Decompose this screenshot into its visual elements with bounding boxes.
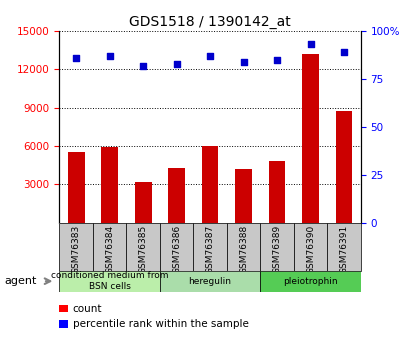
Point [173, 61, 180, 66]
Bar [335, 111, 352, 223]
Text: count: count [72, 304, 102, 314]
Bar [226, 223, 260, 271]
Bar [293, 223, 326, 271]
Bar [160, 223, 193, 271]
Text: GSM76389: GSM76389 [272, 225, 281, 274]
Text: GSM76390: GSM76390 [306, 225, 314, 274]
Bar [59, 223, 93, 271]
Point [207, 53, 213, 59]
Text: conditioned medium from
BSN cells: conditioned medium from BSN cells [51, 272, 168, 291]
Bar [235, 169, 252, 223]
Bar [93, 223, 126, 271]
Point [307, 42, 313, 47]
Text: GSM76383: GSM76383 [72, 225, 81, 274]
Bar [101, 147, 118, 223]
Text: GSM76385: GSM76385 [138, 225, 147, 274]
Bar [301, 54, 318, 223]
Text: heregulin: heregulin [188, 277, 231, 286]
Bar [260, 223, 293, 271]
Point [273, 57, 280, 62]
Bar [193, 223, 226, 271]
Bar [59, 320, 68, 328]
Text: pleiotrophin: pleiotrophin [283, 277, 337, 286]
Bar [59, 271, 160, 292]
Bar [126, 223, 160, 271]
Bar [160, 271, 260, 292]
Bar [260, 271, 360, 292]
Bar [201, 146, 218, 223]
Bar [59, 305, 68, 312]
Text: GSM76386: GSM76386 [172, 225, 181, 274]
Point [139, 63, 146, 68]
Title: GDS1518 / 1390142_at: GDS1518 / 1390142_at [129, 14, 290, 29]
Text: GSM76391: GSM76391 [339, 225, 348, 274]
Text: GSM76387: GSM76387 [205, 225, 214, 274]
Bar [67, 152, 84, 223]
Text: agent: agent [4, 276, 36, 286]
Bar [268, 161, 285, 223]
Bar [326, 223, 360, 271]
Text: percentile rank within the sample: percentile rank within the sample [72, 319, 248, 329]
Text: GSM76388: GSM76388 [238, 225, 247, 274]
Bar [168, 168, 184, 223]
Text: GSM76384: GSM76384 [105, 225, 114, 274]
Point [240, 59, 246, 65]
Point [340, 49, 346, 55]
Point [73, 55, 79, 61]
Point [106, 53, 113, 59]
Bar [135, 182, 151, 223]
